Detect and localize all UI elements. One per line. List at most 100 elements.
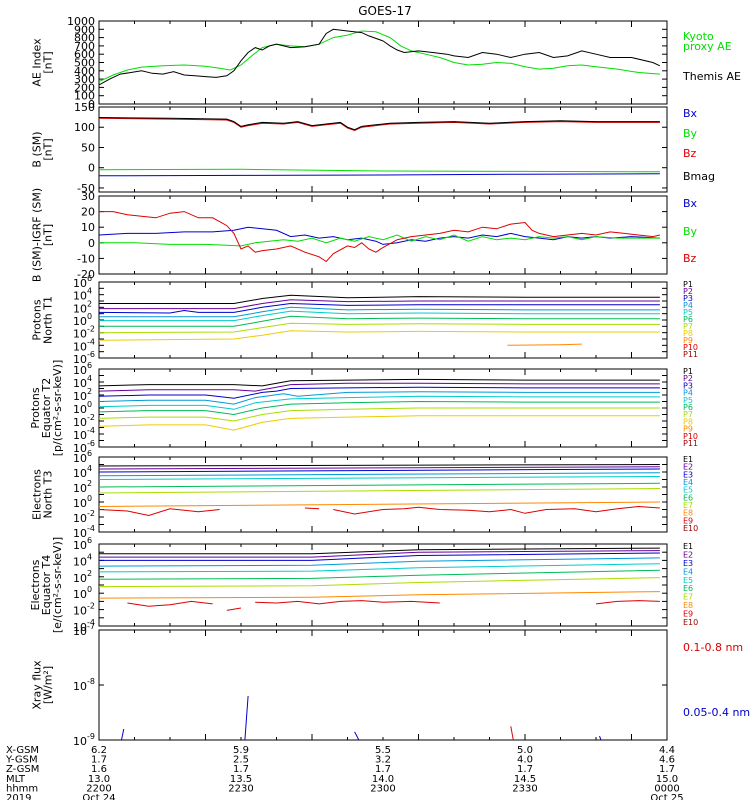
- y-tick-label: 10: [73, 588, 87, 601]
- y-tick-label: 10: [73, 340, 87, 353]
- series-line: [333, 507, 660, 515]
- y-tick-exponent: -2: [87, 509, 95, 518]
- series-line: [99, 295, 660, 303]
- panel-frame: [99, 282, 667, 358]
- series-line: [99, 227, 660, 244]
- y-tick-label: 50: [81, 141, 95, 154]
- series-line: [99, 169, 660, 172]
- series-line: [99, 31, 660, 82]
- y-tick-label: 150: [74, 101, 95, 114]
- y-tick-label: 10: [73, 482, 87, 495]
- y-tick-exponent: -2: [87, 325, 95, 334]
- series-line: [99, 483, 660, 487]
- y-tick-label: 10: [73, 302, 87, 315]
- y-tick-exponent: -4: [87, 337, 95, 346]
- y-tick-label: 10: [73, 452, 87, 465]
- series-line: [305, 508, 319, 509]
- time-axis-value: 2230: [228, 783, 253, 794]
- series-line: [120, 729, 124, 746]
- series-line: [99, 416, 660, 430]
- panel-frame: [99, 630, 667, 740]
- series-line: [99, 564, 660, 572]
- series-line: [99, 408, 660, 421]
- y-tick-label: 10: [81, 221, 95, 234]
- y-tick-label: 0: [88, 237, 95, 250]
- panel-frame: [99, 544, 667, 626]
- series-line: [99, 212, 660, 262]
- y-tick-label: 0: [88, 162, 95, 175]
- legend: 0.1-0.8 nm0.05-0.4 nm: [683, 641, 750, 719]
- legend-entry: P11: [683, 439, 698, 448]
- legend-entry: P11: [683, 350, 698, 359]
- legend-entry: By: [683, 127, 698, 140]
- y-tick-exponent: -7: [87, 622, 95, 631]
- y-tick-exponent: 0: [87, 494, 92, 503]
- y-tick-exponent: -8: [87, 677, 95, 686]
- series-line: [596, 601, 660, 604]
- y-tick-label: 10: [73, 277, 87, 290]
- y-tick-label: 10: [73, 625, 87, 638]
- y-tick-exponent: -6: [87, 350, 95, 359]
- series-line: [99, 235, 660, 246]
- y-tick-label: 20: [81, 206, 95, 219]
- time-axis-value: 2330: [512, 783, 537, 794]
- series-line: [99, 379, 660, 386]
- y-tick-label: 10: [73, 315, 87, 328]
- y-axis-label: [nT]: [42, 138, 55, 160]
- y-tick-exponent: 0: [87, 585, 92, 594]
- y-tick-exponent: 6: [87, 274, 92, 283]
- y-tick-exponent: 4: [87, 374, 92, 383]
- y-tick-exponent: 2: [87, 479, 92, 488]
- y-tick-label: 10: [73, 539, 87, 552]
- y-tick-label: 10: [73, 390, 87, 403]
- y-tick-label: 10: [73, 512, 87, 525]
- series-line: [127, 601, 212, 606]
- figure-title: GOES-17: [358, 4, 412, 18]
- y-tick-label: 10: [73, 416, 87, 429]
- series-line: [99, 592, 660, 599]
- y-axis-label: North T1: [42, 296, 55, 344]
- y-tick-label: 10: [73, 377, 87, 390]
- y-tick-label: 10: [73, 429, 87, 442]
- y-axis-label: North T3: [42, 471, 55, 519]
- y-tick-label: 10: [73, 403, 87, 416]
- y-tick-exponent: 2: [87, 387, 92, 396]
- legend-entry: By: [683, 225, 698, 238]
- series-line: [355, 732, 362, 746]
- y-tick-label: 30: [81, 190, 95, 203]
- y-tick-exponent: 2: [87, 569, 92, 578]
- series-line: [99, 467, 660, 469]
- y-tick-label: 100: [74, 121, 95, 134]
- legend-entry: Bx: [683, 107, 698, 120]
- y-tick-exponent: -6: [87, 439, 95, 448]
- y-tick-label: 10: [73, 364, 87, 377]
- y-tick-label: -10: [77, 252, 95, 265]
- y-tick-label: 10: [73, 497, 87, 510]
- series-line: [99, 300, 660, 309]
- y-tick-exponent: -9: [87, 732, 95, 741]
- series-line: [99, 502, 660, 507]
- y-tick-label: 10: [73, 572, 87, 585]
- y-axis-label: [p/(cm²-s-sr-keV)]: [51, 360, 64, 457]
- series-line: [99, 396, 660, 409]
- panel-frame: [99, 196, 667, 274]
- y-axis-label: [nT]: [42, 51, 55, 73]
- series-line: [99, 469, 660, 472]
- series-line: [99, 465, 660, 467]
- series-line: [245, 696, 249, 746]
- y-tick-exponent: 4: [87, 464, 92, 473]
